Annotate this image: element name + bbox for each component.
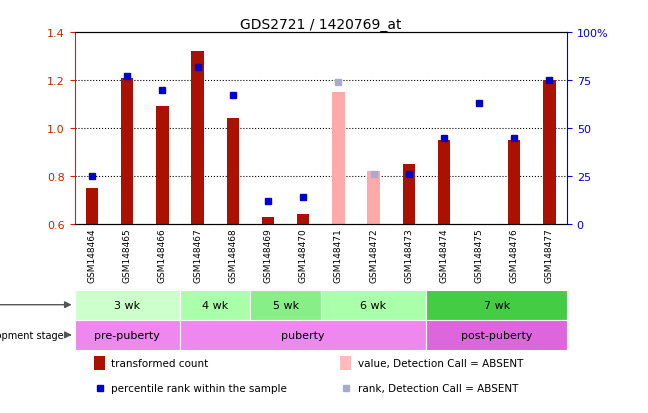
Text: puberty: puberty (281, 330, 325, 340)
Text: GSM148472: GSM148472 (369, 228, 378, 282)
Text: age: age (0, 300, 70, 310)
Text: 6 wk: 6 wk (360, 300, 387, 310)
Bar (121, 78, 133, 224)
Bar (321, 290, 426, 320)
Bar (297, 215, 309, 224)
Text: GSM148468: GSM148468 (228, 228, 237, 282)
Text: post-puberty: post-puberty (461, 330, 533, 340)
Title: GDS2721 / 1420769_at: GDS2721 / 1420769_at (240, 18, 402, 32)
Text: GSM148474: GSM148474 (439, 228, 448, 282)
Text: 3 wk: 3 wk (114, 300, 141, 310)
Text: GSM148471: GSM148471 (334, 228, 343, 282)
Text: GSM148469: GSM148469 (264, 228, 273, 282)
Bar (180, 290, 250, 320)
Text: GSM148476: GSM148476 (510, 228, 519, 282)
Bar (426, 320, 567, 350)
Bar (438, 141, 450, 224)
Text: 4 wk: 4 wk (202, 300, 228, 310)
Bar (402, 164, 415, 224)
Text: GSM148467: GSM148467 (193, 228, 202, 282)
Text: value, Detection Call = ABSENT: value, Detection Call = ABSENT (358, 358, 523, 368)
Bar (340, 356, 351, 370)
Bar (426, 290, 567, 320)
Text: GSM148465: GSM148465 (122, 228, 132, 282)
Bar (192, 52, 203, 224)
Bar (180, 320, 426, 350)
Text: 5 wk: 5 wk (273, 300, 299, 310)
Bar (75, 320, 180, 350)
Bar (508, 141, 520, 224)
Text: transformed count: transformed count (111, 358, 209, 368)
Text: GSM148473: GSM148473 (404, 228, 413, 282)
Bar (86, 188, 98, 224)
Bar (262, 217, 274, 224)
Text: rank, Detection Call = ABSENT: rank, Detection Call = ABSENT (358, 383, 518, 393)
Text: development stage: development stage (0, 330, 70, 340)
Text: 7 wk: 7 wk (483, 300, 510, 310)
Bar (367, 172, 380, 224)
Text: GSM148470: GSM148470 (299, 228, 308, 282)
Bar (94, 356, 105, 370)
Text: pre-puberty: pre-puberty (95, 330, 160, 340)
Bar (332, 93, 345, 224)
Text: percentile rank within the sample: percentile rank within the sample (111, 383, 287, 393)
Bar (75, 290, 180, 320)
Text: GSM148477: GSM148477 (545, 228, 554, 282)
Text: GSM148466: GSM148466 (158, 228, 167, 282)
Bar (156, 107, 168, 224)
Text: GSM148464: GSM148464 (87, 228, 97, 282)
Bar (543, 81, 555, 224)
Bar (227, 119, 239, 224)
Text: GSM148475: GSM148475 (474, 228, 483, 282)
Bar (250, 290, 321, 320)
